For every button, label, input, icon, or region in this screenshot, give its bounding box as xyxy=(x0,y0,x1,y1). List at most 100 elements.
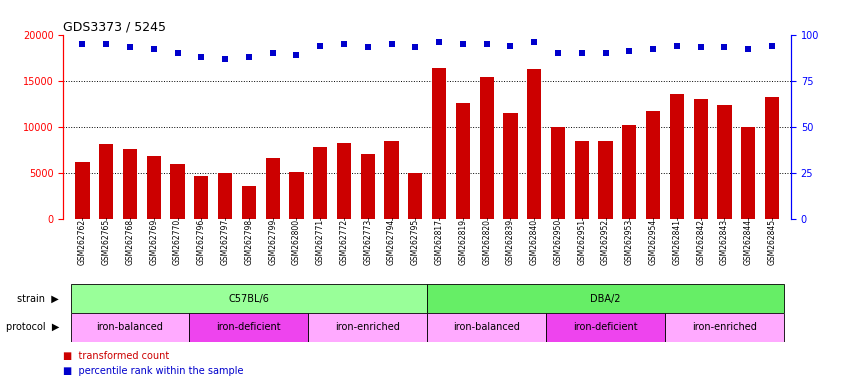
Text: GSM262951: GSM262951 xyxy=(577,219,586,265)
Bar xyxy=(70,313,190,342)
Text: strain  ▶: strain ▶ xyxy=(18,293,59,304)
Point xyxy=(266,50,279,56)
Text: GSM262839: GSM262839 xyxy=(506,219,515,265)
Text: C57BL/6: C57BL/6 xyxy=(228,293,269,304)
Bar xyxy=(670,94,684,219)
Point xyxy=(171,50,184,56)
Bar xyxy=(190,313,308,342)
Text: DBA/2: DBA/2 xyxy=(591,293,621,304)
Point xyxy=(75,41,89,47)
Text: GSM262762: GSM262762 xyxy=(78,219,87,265)
Bar xyxy=(622,125,636,219)
Bar xyxy=(123,149,137,219)
Text: GSM262799: GSM262799 xyxy=(268,219,277,265)
Bar xyxy=(551,127,565,219)
Point xyxy=(480,41,493,47)
Bar xyxy=(409,173,422,219)
Bar xyxy=(170,164,184,219)
Point xyxy=(599,50,613,56)
Point xyxy=(338,41,351,47)
Point xyxy=(124,45,137,51)
Bar xyxy=(574,141,589,219)
Point xyxy=(195,54,208,60)
Point xyxy=(670,43,684,49)
Text: GSM262796: GSM262796 xyxy=(197,219,206,265)
Bar xyxy=(360,154,375,219)
Text: GSM262845: GSM262845 xyxy=(767,219,777,265)
Point xyxy=(646,46,660,52)
Text: GSM262950: GSM262950 xyxy=(553,219,563,265)
Bar xyxy=(432,68,446,219)
Point xyxy=(385,41,398,47)
Text: iron-balanced: iron-balanced xyxy=(453,322,520,333)
Bar xyxy=(717,104,732,219)
Bar xyxy=(195,177,208,219)
Text: GSM262771: GSM262771 xyxy=(316,219,325,265)
Point xyxy=(694,45,707,51)
Text: GSM262795: GSM262795 xyxy=(411,219,420,265)
Bar xyxy=(242,186,256,219)
Point xyxy=(289,52,303,58)
Text: GSM262842: GSM262842 xyxy=(696,219,706,265)
Text: GSM262798: GSM262798 xyxy=(244,219,254,265)
Bar xyxy=(665,313,784,342)
Bar xyxy=(218,173,233,219)
Point xyxy=(717,45,731,51)
Bar xyxy=(480,77,494,219)
Bar xyxy=(146,156,161,219)
Bar xyxy=(70,284,427,313)
Text: GSM262953: GSM262953 xyxy=(625,219,634,265)
Bar xyxy=(527,69,541,219)
Text: GSM262843: GSM262843 xyxy=(720,219,729,265)
Text: GSM262844: GSM262844 xyxy=(744,219,753,265)
Text: GSM262841: GSM262841 xyxy=(673,219,681,265)
Text: protocol  ▶: protocol ▶ xyxy=(6,322,59,333)
Text: GSM262772: GSM262772 xyxy=(339,219,349,265)
Point xyxy=(527,39,541,45)
Bar xyxy=(503,113,518,219)
Text: GSM262770: GSM262770 xyxy=(173,219,182,265)
Point xyxy=(575,50,589,56)
Bar xyxy=(427,284,784,313)
Bar xyxy=(547,313,665,342)
Bar xyxy=(308,313,427,342)
Text: iron-enriched: iron-enriched xyxy=(692,322,757,333)
Text: iron-deficient: iron-deficient xyxy=(217,322,281,333)
Text: GSM262817: GSM262817 xyxy=(435,219,443,265)
Text: ■  transformed count: ■ transformed count xyxy=(63,351,170,361)
Point xyxy=(503,43,517,49)
Point xyxy=(147,46,161,52)
Bar xyxy=(337,143,351,219)
Point xyxy=(623,48,636,54)
Point xyxy=(100,41,113,47)
Bar xyxy=(646,111,660,219)
Bar xyxy=(741,127,755,219)
Text: iron-enriched: iron-enriched xyxy=(335,322,400,333)
Text: GSM262769: GSM262769 xyxy=(149,219,158,265)
Text: GSM262797: GSM262797 xyxy=(221,219,229,265)
Text: GSM262820: GSM262820 xyxy=(482,219,492,265)
Bar xyxy=(765,97,779,219)
Text: GSM262819: GSM262819 xyxy=(459,219,467,265)
Point xyxy=(741,46,755,52)
Bar xyxy=(75,162,90,219)
Text: GSM262773: GSM262773 xyxy=(363,219,372,265)
Text: GSM262794: GSM262794 xyxy=(387,219,396,265)
Text: GSM262800: GSM262800 xyxy=(292,219,301,265)
Point xyxy=(456,41,470,47)
Bar xyxy=(289,172,304,219)
Bar xyxy=(99,144,113,219)
Bar xyxy=(598,141,613,219)
Text: GSM262768: GSM262768 xyxy=(125,219,135,265)
Text: GSM262765: GSM262765 xyxy=(102,219,111,265)
Text: GSM262840: GSM262840 xyxy=(530,219,539,265)
Bar xyxy=(313,147,327,219)
Text: GSM262952: GSM262952 xyxy=(601,219,610,265)
Text: GDS3373 / 5245: GDS3373 / 5245 xyxy=(63,20,167,33)
Text: iron-deficient: iron-deficient xyxy=(574,322,638,333)
Point xyxy=(218,55,232,61)
Bar xyxy=(384,141,398,219)
Point xyxy=(314,43,327,49)
Point xyxy=(552,50,565,56)
Text: iron-balanced: iron-balanced xyxy=(96,322,163,333)
